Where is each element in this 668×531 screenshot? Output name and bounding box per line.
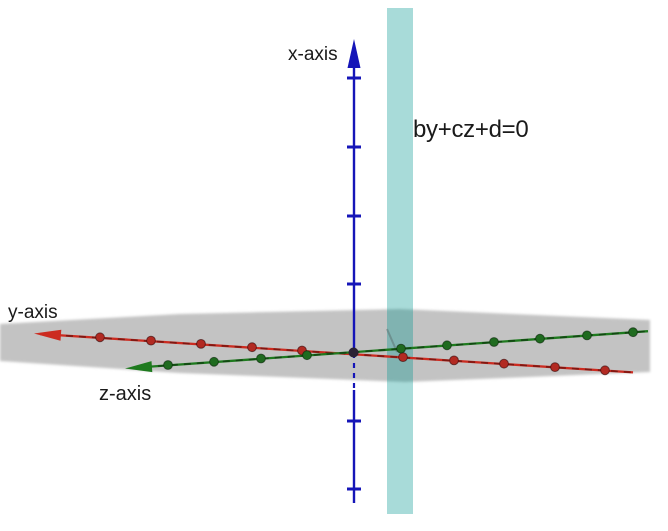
- y-axis-point: [449, 355, 459, 366]
- vertical-plane-bycz: [387, 8, 413, 514]
- y-axis-point: [196, 339, 206, 349]
- z-axis-label: z-axis: [99, 383, 152, 405]
- y-axis-point: [550, 362, 560, 373]
- z-axis-point: [582, 330, 592, 341]
- plane-equation-label: by+cz+d=0: [413, 116, 529, 143]
- z-axis-arrowhead-icon: [125, 361, 153, 373]
- z-axis-point: [302, 350, 312, 361]
- z-axis-point: [628, 327, 638, 338]
- z-axis-point: [489, 337, 499, 347]
- x-axis-arrowhead-icon: [347, 39, 361, 68]
- y-axis-arrowhead-icon: [34, 329, 62, 341]
- z-axis-point: [396, 343, 406, 354]
- z-axis-point: [163, 360, 173, 370]
- y-axis-point: [146, 335, 156, 346]
- z-axis-point: [535, 333, 545, 344]
- z-axis-point: [442, 340, 452, 351]
- z-axis-point: [256, 353, 266, 364]
- y-axis-point: [499, 358, 509, 369]
- y-axis-point: [247, 342, 257, 353]
- y-axis-point: [95, 332, 105, 343]
- y-axis-label: y-axis: [8, 302, 58, 323]
- x-axis-tick-marks: [347, 76, 361, 491]
- y-axis-point: [398, 352, 408, 363]
- y-axis-unit-points: [95, 332, 610, 376]
- x-axis: [347, 39, 361, 503]
- y-axis-hidden-dashes: [39, 333, 634, 374]
- z-axis: [125, 327, 649, 373]
- z-axis-point: [209, 356, 219, 367]
- y-axis-point: [600, 365, 610, 376]
- z-axis-unit-points: [163, 327, 638, 370]
- origin-point: [348, 347, 359, 358]
- x-axis-label: x-axis: [288, 44, 338, 65]
